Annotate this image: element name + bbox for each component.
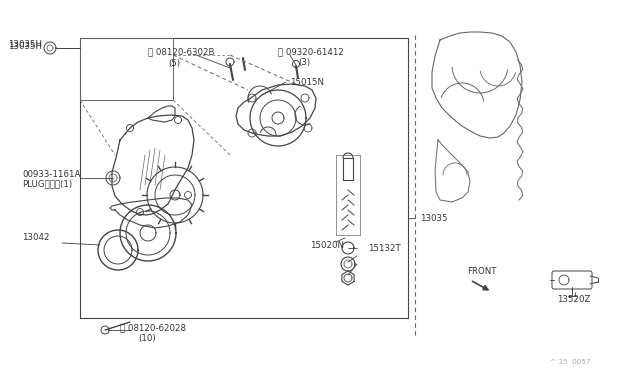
Text: 13035: 13035 [420, 214, 447, 222]
Text: Ⓑ 08120-6302B: Ⓑ 08120-6302B [148, 48, 214, 57]
Text: 15020N: 15020N [310, 241, 344, 250]
Text: (5): (5) [168, 58, 180, 67]
Text: Ⓑ 08120-62028: Ⓑ 08120-62028 [120, 324, 186, 333]
Text: 13042: 13042 [22, 232, 49, 241]
Text: 15015N: 15015N [290, 77, 324, 87]
Text: (3): (3) [298, 58, 310, 67]
Text: Ⓢ 09320-61412: Ⓢ 09320-61412 [278, 48, 344, 57]
Text: FRONT: FRONT [467, 267, 497, 276]
Text: 00933-1161A: 00933-1161A [22, 170, 81, 179]
Text: 15132T: 15132T [368, 244, 401, 253]
Text: (10): (10) [138, 334, 156, 343]
Text: 13520Z: 13520Z [557, 295, 590, 305]
Text: ^ 35  0057: ^ 35 0057 [550, 359, 591, 365]
Text: 13035H: 13035H [8, 42, 42, 51]
Text: 13035H: 13035H [8, 39, 42, 48]
Text: PLUGプラグ(1): PLUGプラグ(1) [22, 180, 72, 189]
